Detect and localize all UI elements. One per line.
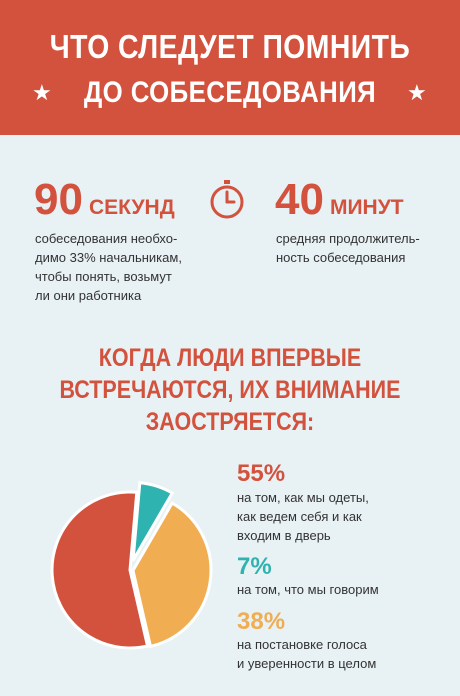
stat-90-seconds: 90 СЕКУНД	[34, 175, 175, 225]
pct-appearance-description: на том, как мы одеты, как ведем себя и к…	[237, 488, 369, 545]
pct-desc-line: входим в дверь	[237, 528, 331, 543]
pct-desc-line: на том, что мы говорим	[237, 582, 379, 597]
pct-desc-line: на постановке голоса	[237, 637, 367, 652]
header-banner: ЧТО СЛЕДУЕТ ПОМНИТЬ ★ ДО СОБЕСЕДОВАНИЯ ★	[0, 0, 460, 135]
heading-line: ЗАОСТРЯЕТСЯ:	[145, 408, 315, 436]
stat-number: 90	[34, 175, 83, 224]
pct-desc-line: и уверенности в целом	[237, 656, 377, 671]
stat-unit: МИНУТ	[329, 196, 404, 219]
header-subtitle: ДО СОБЕСЕДОВАНИЯ	[83, 76, 377, 109]
star-icon-left: ★	[32, 80, 52, 105]
pct-voice: 38%	[237, 608, 286, 635]
pct-desc-line: как ведем себя и как	[237, 509, 362, 524]
star-icon-right: ★	[407, 80, 427, 105]
stat-number: 40	[275, 175, 324, 224]
pct-desc-line: на том, как мы одеты,	[237, 490, 369, 505]
stat-desc-line: ли они работника	[35, 288, 142, 303]
pct-voice-description: на постановке голоса и уверенности в цел…	[237, 635, 376, 673]
stat-desc-line: собеседования необхо-	[35, 231, 178, 246]
stat-desc-line: чтобы понять, возьмут	[35, 269, 172, 284]
heading-line: КОГДА ЛЮДИ ВПЕРВЫЕ	[98, 344, 362, 372]
stat-90-description: собеседования необхо- димо 33% начальник…	[35, 229, 182, 305]
stat-40-description: средняя продолжитель- ность собеседовани…	[276, 229, 420, 267]
pct-words-description: на том, что мы говорим	[237, 580, 379, 599]
heading-line: ВСТРЕЧАЮТСЯ, ИХ ВНИМАНИЕ	[59, 376, 401, 404]
stat-desc-line: средняя продолжитель-	[276, 231, 420, 246]
attention-pie-chart	[50, 481, 213, 650]
stat-unit: СЕКУНД	[88, 196, 175, 219]
pct-words: 7%	[237, 553, 272, 580]
pct-appearance: 55%	[237, 460, 286, 487]
header-title: ЧТО СЛЕДУЕТ ПОМНИТЬ	[49, 28, 411, 65]
clock-icon	[210, 180, 244, 219]
pie-slice-voice	[131, 500, 213, 649]
stat-desc-line: ность собеседования	[276, 250, 406, 265]
stat-40-minutes: 40 МИНУТ	[275, 175, 404, 225]
pie-slice-words	[131, 481, 175, 562]
pie-slice-appearance	[50, 490, 150, 650]
attention-heading: КОГДА ЛЮДИ ВПЕРВЫЕ ВСТРЕЧАЮТСЯ, ИХ ВНИМА…	[32, 342, 428, 438]
stat-desc-line: димо 33% начальникам,	[35, 250, 182, 265]
